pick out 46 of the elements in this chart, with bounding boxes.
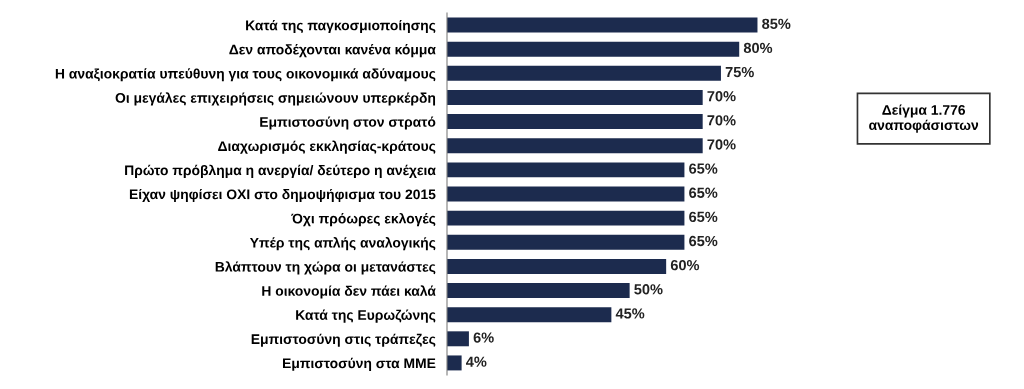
data-label: 50% (634, 284, 663, 295)
y-tick-label: Βλάπτουν τη χώρα οι μετανάστες (215, 261, 436, 275)
bar (447, 355, 462, 371)
y-tick-label: Διαχωρισμός εκκλησίας-κράτους (218, 140, 436, 154)
data-label: 6% (473, 332, 494, 343)
bar (447, 307, 612, 323)
bar (447, 41, 740, 57)
y-tick-label: Όχι πρόωρες εκλογές (291, 212, 436, 227)
y-tick-label: Εμπιστοσύνη στις τράπεζες (251, 333, 436, 347)
bar (447, 138, 703, 154)
bar (447, 210, 685, 226)
data-label: 45% (615, 308, 645, 319)
bar (447, 17, 758, 33)
y-tick-label: Είχαν ψηφίσει ΟΧΙ στο δημοψήφισμα του 2015 (129, 188, 436, 202)
y-tick-label: Δεν αποδέχονται κανένα κόμμα (229, 44, 436, 58)
bar (447, 283, 630, 299)
data-label: 65% (689, 163, 718, 174)
data-label: 4% (466, 356, 487, 367)
data-label: 65% (689, 211, 718, 223)
bar (447, 234, 685, 250)
y-tick-label: Υπέρ της απλής αναλογικής (249, 237, 436, 251)
data-label: 70% (707, 115, 736, 126)
data-label: 85% (762, 18, 791, 29)
y-tick-label: Εμπιστοσύνη στον στρατό (260, 116, 436, 130)
bar (447, 331, 469, 347)
y-tick-label: Η οικονομία δεν πάει καλά (262, 285, 436, 299)
data-label: 70% (707, 139, 736, 150)
y-tick-label: Κατά της Ευρωζώνης (296, 309, 436, 323)
data-label: 70% (707, 91, 736, 102)
bar (447, 162, 685, 178)
y-tick-label: Οι μεγάλες επιχειρήσεις σημειώνουν υπερκέρδη (115, 92, 436, 106)
data-label: 65% (689, 187, 718, 198)
data-label: 80% (743, 42, 773, 54)
data-label: 75% (725, 66, 754, 78)
bar (447, 65, 721, 81)
bar (447, 114, 703, 130)
text: Δείγμα 1.776 αναποφάσιστων (869, 104, 979, 133)
data-label: 60% (670, 259, 700, 271)
y-tick-label: Η αναξιοκρατία υπεύθυνη για τους οικονομικά αδύναμους (55, 68, 436, 82)
bar (447, 89, 703, 105)
y-tick-label: Εμπιστοσύνη στα ΜΜΕ (283, 357, 436, 371)
y-tick-label: Πρώτο πρόβλημα η ανεργία/ δεύτερο η ανέχεια (125, 164, 436, 178)
y-tick-label: Κατά της παγκοσμιοποίησης (246, 19, 436, 34)
bar (447, 258, 667, 274)
data-label: 65% (689, 235, 718, 247)
bar (447, 186, 685, 202)
